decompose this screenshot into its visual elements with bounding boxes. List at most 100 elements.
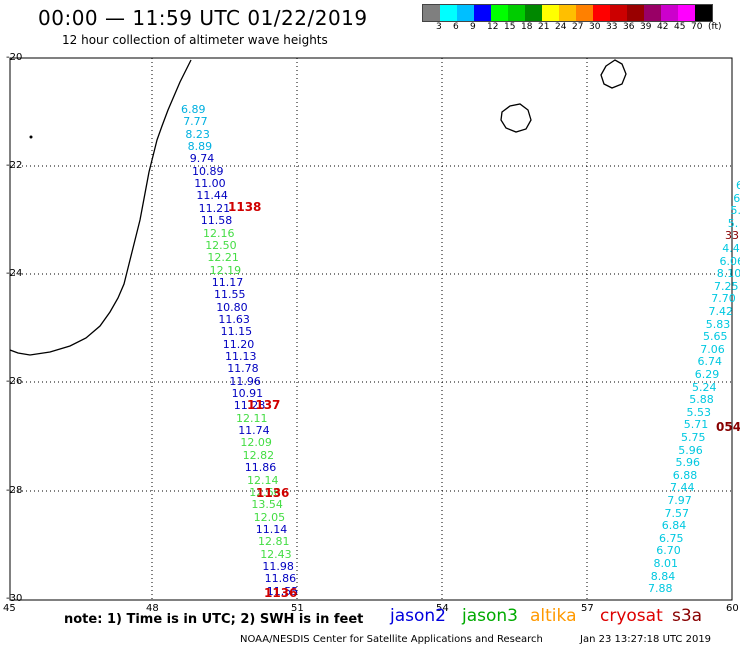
lon-label: 48 (146, 603, 159, 614)
wave-height-reading: 7.88 (648, 582, 673, 596)
generation-timestamp: Jan 23 13:27:18 UTC 2019 (580, 634, 712, 645)
wave-height-reading: 12.05 (253, 510, 286, 524)
lat-label: -24 (6, 268, 23, 279)
wave-height-reading: 4.4 (722, 242, 740, 255)
legend-label: 70 (691, 22, 703, 32)
lon-label: 60 (726, 603, 739, 614)
wave-height-reading: 7.57 (664, 506, 690, 520)
legend-swatch (491, 5, 508, 21)
legend-swatch (474, 5, 491, 21)
wave-height-reading: 11.86 (264, 572, 297, 586)
wave-height-reading: 10.80 (216, 300, 248, 314)
pass-number: 054 (716, 420, 740, 434)
wave-height-reading: 5.96 (675, 456, 701, 470)
legend-swatch (644, 5, 661, 21)
lat-label: -26 (6, 376, 23, 387)
lon-label: 45 (3, 603, 16, 614)
legend-label: 15 (504, 22, 516, 32)
wave-height-reading: 7.06 (700, 342, 725, 356)
footer-note: note: 1) Time is in UTC; 2) SWH is in fe… (64, 612, 364, 627)
legend-label: 12 (487, 22, 499, 32)
wave-height-reading: 12.11 (236, 411, 268, 425)
wave-height-reading: 13.54 (251, 498, 283, 512)
wave-height-reading: 12.19 (209, 263, 242, 277)
pass-number: 1136 (256, 486, 290, 500)
satellite-cryosat: cryosat (600, 606, 663, 626)
lon-label: 54 (436, 603, 449, 614)
pass-number: 1136 (264, 586, 298, 600)
legend-swatch (661, 5, 678, 21)
wave-height-reading: 12.21 (207, 251, 239, 265)
legend-swatch (423, 5, 440, 21)
wave-height-reading: 11.55 (266, 584, 299, 598)
legend-swatch (542, 5, 559, 21)
wave-height-reading: 12.43 (260, 547, 292, 561)
wave-height-reading: 6.88 (672, 468, 698, 482)
wave-height-reading: 5.71 (683, 418, 709, 432)
legend-swatch (440, 5, 457, 21)
wave-height-reading: 12.16 (203, 226, 235, 240)
legend-swatch (525, 5, 542, 21)
wave-height-reading: 5.65 (703, 330, 728, 344)
legend-label: 42 (657, 22, 669, 32)
legend-swatch (678, 5, 695, 21)
legend-swatch (695, 5, 712, 21)
lat-label: -30 (6, 593, 23, 604)
map-subtitle: 12 hour collection of altimeter wave hei… (62, 33, 328, 47)
wave-height-reading: 5.88 (689, 393, 714, 407)
wave-height-reading: 11.63 (218, 312, 250, 326)
wave-height-reading: 11.74 (238, 424, 270, 438)
satellite-altika: altika (530, 606, 577, 626)
legend-label: 36 (623, 22, 635, 32)
pass-number: 1138 (228, 200, 262, 214)
legend-label: (ft) (708, 22, 722, 32)
wave-height-reading: 12.09 (240, 436, 272, 450)
wave-height-reading: 11.55 (214, 288, 246, 302)
wave-height-reading: 8.01 (653, 557, 679, 570)
satellite-jason2: jason2 (390, 606, 446, 626)
legend-label: 9 (470, 22, 476, 32)
wave-height-reading: 8.23 (185, 127, 210, 141)
map-border (9, 57, 733, 601)
legend-swatch (610, 5, 627, 21)
wave-height-reading: 11.28 (233, 399, 266, 413)
wave-height-reading: 8.89 (187, 140, 213, 154)
wave-height-reading: 6.75 (659, 531, 684, 545)
wave-height-reading: 12.66 (249, 485, 281, 499)
wave-height-reading: 12.50 (205, 238, 237, 252)
satellite-jason3: jason3 (462, 606, 518, 626)
wave-height-reading: 12.81 (258, 535, 290, 549)
wave-height-reading: 7.70 (711, 292, 736, 306)
lat-label: -20 (6, 52, 23, 63)
wave-height-reading: 11.21 (198, 201, 231, 215)
wave-height-reading: 6 (733, 191, 740, 205)
legend-label: 33 (606, 22, 618, 32)
wave-height-reading: 12.14 (247, 473, 279, 487)
wave-height-reading: 6.70 (656, 544, 681, 558)
wave-height-reading: 11.96 (229, 374, 261, 388)
wave-height-reading: 12.82 (242, 448, 275, 462)
lat-label: -22 (6, 160, 23, 171)
wave-height-reading: 11.20 (222, 337, 255, 351)
legend-swatch (576, 5, 593, 21)
legend-swatch (457, 5, 474, 21)
wave-height-reading: 11.98 (262, 559, 294, 573)
map-title: 00:00 — 11:59 UTC 01/22/2019 (38, 6, 368, 30)
legend-label: 18 (521, 22, 533, 32)
wave-height-reading: 7.42 (708, 305, 734, 318)
reunion-island (500, 103, 532, 133)
legend-label: 27 (572, 22, 584, 32)
legend-swatch (627, 5, 644, 21)
wave-height-reading: 33.3 (725, 229, 740, 243)
legend-label: 3 (436, 22, 442, 32)
wave-height-reading: 11.78 (227, 362, 259, 376)
wave-height-reading: 10.91 (231, 387, 264, 401)
mauritius-island (600, 59, 627, 89)
wave-height-reading: 7.77 (183, 115, 208, 129)
wave-height-reading: 6.29 (694, 368, 720, 381)
legend-label: 45 (674, 22, 686, 32)
wave-height-reading: 10.89 (192, 164, 224, 178)
wave-height-reading: 6.89 (181, 103, 206, 116)
